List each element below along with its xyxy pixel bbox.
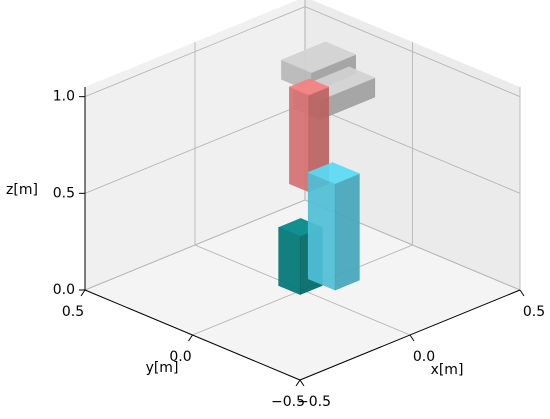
tick-mark [295,379,301,387]
tick-mark [188,334,193,342]
z-axis-label: z[m] [6,182,38,198]
box-left-face [289,86,310,193]
y-tick-label: 0.0 [169,349,191,365]
grid-line [84,6,306,98]
z-tick-label: 1.0 [53,89,75,105]
tick-mark [519,289,525,297]
box-left-face [307,171,336,291]
z-tick-label: 0.0 [53,282,75,298]
box-top-face [280,41,357,73]
z-tick-label: 0.5 [53,185,75,201]
box-left-face [278,227,301,295]
tick-mark [409,334,415,342]
x-tick-label: −0.5 [297,394,331,410]
y-tick-label: 0.5 [62,304,84,320]
x-tick-label: 0.5 [523,304,545,320]
x-axis-label: x[m] [431,362,464,378]
tick-mark [80,289,86,297]
x-tick-label: 0.0 [413,349,435,365]
y-tick-label: −0.5 [271,394,305,410]
box-top-face [307,162,361,184]
grid-line [304,6,521,98]
box-top-face [288,78,330,96]
grid-line [84,102,306,194]
grid-line [84,199,306,291]
y-axis-label: y[m] [146,360,179,376]
tick-mark [299,379,305,387]
box-right-face [334,173,360,291]
y-axis [84,289,301,381]
grid-line [304,102,521,194]
x-axis [299,289,521,381]
